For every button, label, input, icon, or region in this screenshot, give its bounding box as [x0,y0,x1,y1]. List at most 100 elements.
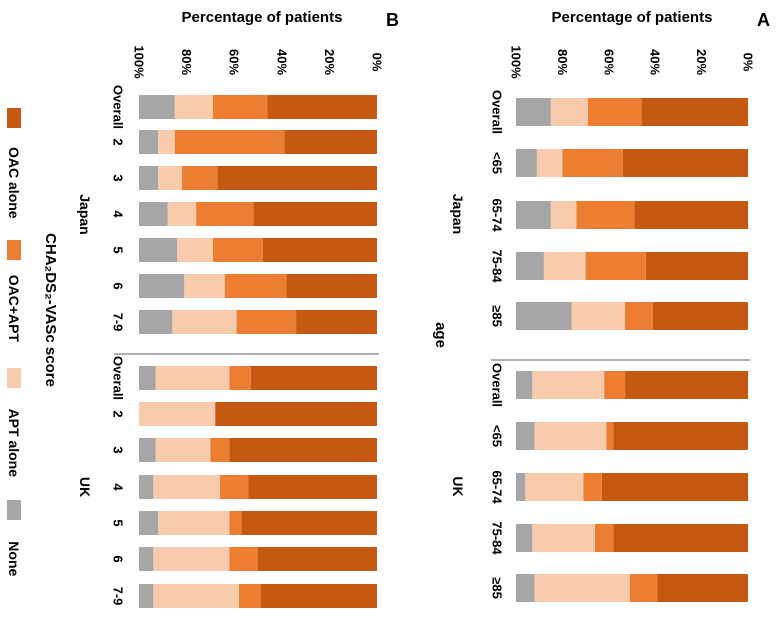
bar-segment-oac-alone [253,202,377,226]
tick-label: 100% [132,45,147,79]
svg-text:6: 6 [111,282,126,289]
svg-text:5: 5 [111,246,126,253]
bar-segment-oac-alone [286,274,377,298]
bar-segment-oac-apt [585,252,646,280]
bar-segment-none [139,130,159,154]
bar-segment-none [516,524,533,552]
svg-text:Overall: Overall [490,90,505,134]
bar-segment-oac-apt [181,166,218,190]
tick-label: 40% [274,49,289,75]
bar-segment-oac-alone [613,422,748,450]
bar-segment-apt-alone [550,201,577,229]
bar-segment-apt-alone [172,310,237,334]
bar-segment-oac-alone [215,402,377,426]
panel-a-age-label: age [432,322,449,348]
svg-text:20%: 20% [322,49,337,75]
category-label: 75-84 [490,521,505,555]
category-label: 6 [111,282,126,289]
bar-segment-oac-apt [229,366,251,390]
svg-text:Overall: Overall [111,356,126,400]
panel-a-axis-title: Percentage of patients [552,9,713,26]
bar-segment-oac-alone [229,438,377,462]
bar-segment-oac-apt [238,584,261,608]
bar-segment-apt-alone [158,166,182,190]
bar-segment-none [516,422,535,450]
category-label: 2 [111,138,126,145]
bar-segment-oac-alone [613,524,748,552]
tick-label: 100% [509,45,524,79]
bar-segment-oac-alone [645,252,748,280]
bar-segment-apt-alone [571,302,626,330]
svg-text:20%: 20% [694,49,709,75]
bar-segment-oac-alone [248,475,377,499]
category-label: ≥85 [490,305,505,327]
svg-text:40%: 40% [274,49,289,75]
bar-segment-oac-alone [241,511,377,535]
category-label: <65 [490,425,505,447]
group-label: Japan [450,194,466,234]
bar-segment-oac-apt [604,371,626,399]
group-label: UK [77,477,93,497]
svg-text:APT alone: APT alone [6,409,22,478]
bar-segment-apt-alone [153,475,220,499]
category-label: 7-9 [111,313,126,332]
svg-text:OAC alone: OAC alone [6,147,22,219]
bar-segment-apt-alone [155,438,211,462]
category-label: 5 [111,519,126,526]
svg-text:≥85: ≥85 [490,577,505,599]
bar-segment-none [516,252,544,280]
bar-segment-apt-alone [543,252,586,280]
bar-segment-apt-alone [525,473,584,501]
svg-text:5: 5 [111,519,126,526]
svg-text:<65: <65 [490,425,505,447]
bar-segment-oac-alone [284,130,377,154]
bar-segment-none [139,202,168,226]
svg-text:60%: 60% [601,49,616,75]
group-label: UK [450,476,466,496]
bar-segment-oac-alone [652,302,748,330]
category-label: Overall [490,363,505,407]
bar-segment-oac-alone [267,95,377,119]
bar-segment-oac-apt [196,202,254,226]
svg-text:75-84: 75-84 [490,521,505,555]
bar-segment-oac-alone [634,201,748,229]
category-label: 65-74 [490,198,505,232]
bar-segment-none [516,302,572,330]
legend-swatch [7,368,21,388]
bar-segment-oac-alone [625,371,748,399]
svg-text:4: 4 [111,210,126,218]
bar-segment-oac-apt [629,574,658,602]
bar-segment-none [139,310,173,334]
bar-segment-apt-alone [158,511,230,535]
svg-text:4: 4 [111,483,126,491]
svg-text:100%: 100% [509,45,524,79]
bar-segment-apt-alone [550,98,588,126]
bar-segment-apt-alone [174,95,213,119]
svg-text:0%: 0% [741,53,756,72]
svg-text:2: 2 [111,138,126,145]
bar-segment-apt-alone [155,366,230,390]
bar-segment-oac-apt [212,95,268,119]
svg-text:40%: 40% [648,49,663,75]
category-label: 7-9 [111,587,126,606]
category-label: 2 [111,410,126,417]
legend-swatch [7,108,21,128]
bar-segment-none [516,371,533,399]
bar-segment-oac-apt [576,201,635,229]
svg-text:2: 2 [111,410,126,417]
svg-text:None: None [6,541,22,576]
svg-text:100%: 100% [132,45,147,79]
bar-segment-none [516,201,551,229]
svg-text:CHA₂DS₂-VASc score: CHA₂DS₂-VASc score [42,233,59,387]
legend-label: OAC+APT [6,275,22,343]
svg-text:UK: UK [77,477,93,497]
bar-segment-none [516,473,526,501]
bar-segment-oac-apt [606,422,614,450]
category-label: 6 [111,555,126,562]
bar-segment-oac-apt [587,98,642,126]
panel-b-score-label: CHA₂DS₂-VASc score [42,233,59,387]
svg-text:65-74: 65-74 [490,470,505,504]
panel-b-label: B [386,10,399,30]
category-label: 65-74 [490,470,505,504]
panel-b-chart: 0% 20% 40% 60% 80% 100% Overall 2 3 4 5 6 7-9 Japan Ov… [77,45,385,608]
